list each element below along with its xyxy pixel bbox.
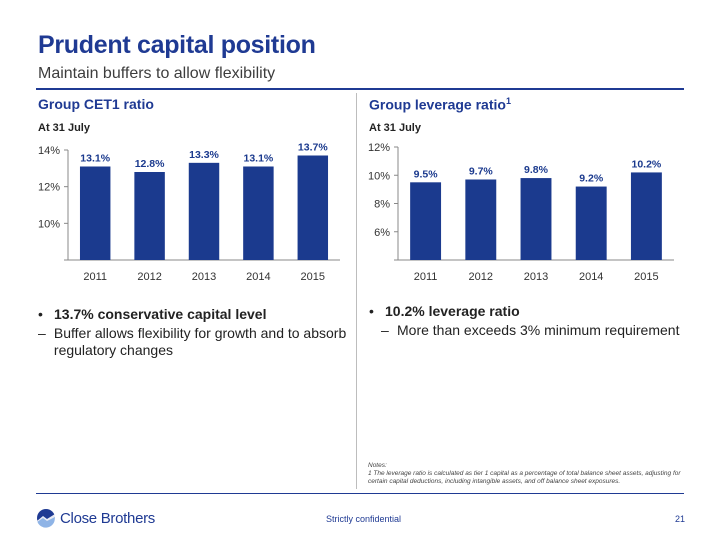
- x-tick-label: 2011: [414, 271, 438, 283]
- cet1-bullets: • 13.7% conservative capital level – Buf…: [38, 306, 358, 359]
- leverage-bullets: • 10.2% leverage ratio – More than excee…: [369, 303, 689, 339]
- y-tick-label: 10%: [38, 218, 60, 230]
- x-tick-label: 2015: [301, 271, 325, 283]
- bar-2015: [297, 155, 329, 260]
- page-title: Prudent capital position: [38, 31, 316, 59]
- notes-text: 1 The leverage ratio is calculated as ti…: [368, 470, 681, 485]
- leverage-section-title: Group leverage ratio1: [369, 96, 511, 113]
- x-tick-label: 2013: [192, 271, 216, 283]
- cet1-subbullet-item: – Buffer allows flexibility for growth a…: [38, 325, 358, 359]
- title-divider: [36, 88, 684, 90]
- x-tick-label: 2012: [469, 271, 493, 283]
- data-label: 10.2%: [632, 158, 662, 170]
- bar-2011: [79, 166, 111, 260]
- dash-marker: –: [381, 322, 389, 338]
- bar-2011: [410, 182, 442, 260]
- notes: Notes: 1 The leverage ratio is calculate…: [368, 462, 688, 486]
- y-tick-label: 14%: [38, 145, 60, 157]
- bullet-dot: •: [369, 303, 374, 319]
- bullet-dot: •: [38, 306, 43, 322]
- data-label: 13.7%: [298, 142, 328, 154]
- x-tick-label: 2011: [83, 271, 107, 283]
- x-tick-label: 2013: [524, 271, 548, 283]
- x-tick-label: 2012: [137, 271, 161, 283]
- data-label: 13.1%: [244, 153, 274, 165]
- bar-2014: [575, 186, 607, 260]
- x-tick-label: 2015: [634, 271, 658, 283]
- brand-logo: Close Brothers: [36, 508, 155, 528]
- logo-mark-icon: [37, 509, 55, 528]
- footer-divider: [36, 493, 684, 494]
- bar-2014: [243, 166, 274, 260]
- data-label: 13.3%: [189, 149, 219, 161]
- footnote-marker: 1: [505, 96, 511, 106]
- page-number: 21: [675, 514, 686, 524]
- column-divider: [356, 93, 357, 489]
- bar-2015: [630, 172, 662, 260]
- x-tick-label: 2014: [579, 271, 603, 283]
- bar-2013: [188, 162, 220, 260]
- page-subtitle: Maintain buffers to allow flexibility: [38, 65, 276, 82]
- bar-2012: [465, 179, 497, 260]
- leverage-title-text: Group leverage ratio: [369, 96, 506, 113]
- y-tick-label: 6%: [374, 227, 390, 239]
- leverage-bar-chart: 6% 8% 10% 12% 9.5% 2011 9.7% 2012 9.8% 2013 9.2% 20…: [368, 142, 674, 283]
- cet1-bullet-text: 13.7% conservative capital level: [54, 306, 267, 322]
- bar-2012: [134, 172, 165, 260]
- data-label: 9.7%: [469, 165, 494, 177]
- notes-heading: Notes:: [368, 462, 387, 469]
- y-tick-label: 10%: [368, 170, 390, 182]
- x-tick-label: 2014: [246, 271, 270, 283]
- leverage-subbullet-text: More than exceeds 3% minimum requirement: [397, 322, 680, 338]
- cet1-section-title: Group CET1 ratio: [38, 96, 154, 112]
- y-tick-label: 12%: [368, 142, 390, 154]
- confidentiality-label: Strictly confidential: [326, 514, 402, 524]
- brand-name: Close Brothers: [60, 509, 156, 527]
- data-label: 12.8%: [135, 158, 165, 170]
- dash-marker: –: [38, 325, 46, 341]
- leverage-subbullet-item: – More than exceeds 3% minimum requireme…: [369, 322, 689, 339]
- leverage-bullet-text: 10.2% leverage ratio: [385, 303, 520, 319]
- data-label: 9.8%: [524, 164, 549, 176]
- data-label: 13.1%: [80, 153, 110, 165]
- leverage-as-of: At 31 July: [369, 122, 421, 134]
- cet1-subbullet-text: Buffer allows flexibility for growth and…: [53, 325, 347, 358]
- cet1-bullet-item: • 13.7% conservative capital level: [38, 306, 358, 322]
- bar-2013: [520, 178, 552, 260]
- data-label: 9.2%: [579, 173, 604, 185]
- y-tick-label: 12%: [38, 182, 60, 194]
- cet1-bar-chart: 10% 12% 14% 13.1% 2011 12.8% 2012 13.3% 2013 13.1…: [38, 142, 340, 283]
- cet1-as-of: At 31 July: [38, 122, 90, 134]
- data-label: 9.5%: [414, 168, 439, 180]
- y-tick-label: 8%: [374, 199, 390, 211]
- leverage-bullet-item: • 10.2% leverage ratio: [369, 303, 689, 319]
